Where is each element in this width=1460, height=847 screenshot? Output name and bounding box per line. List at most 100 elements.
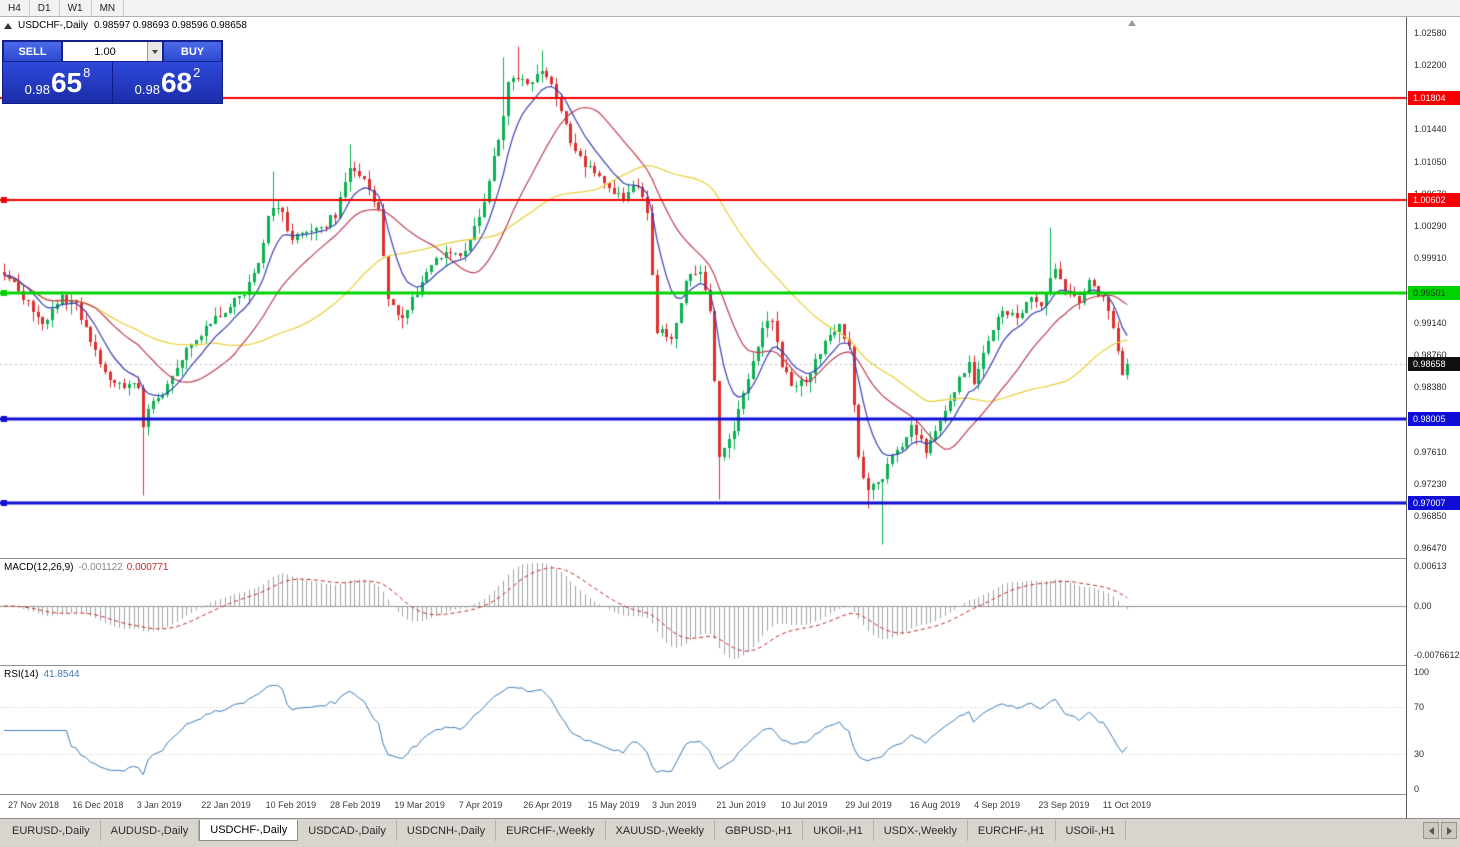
tab-scroll-right-button[interactable] bbox=[1441, 822, 1457, 839]
sell-price-prefix: 0.98 bbox=[24, 82, 50, 97]
price-axis[interactable]: 1.025801.022001.018401.014401.010501.006… bbox=[1406, 17, 1460, 818]
macd-indicator-canvas[interactable] bbox=[0, 559, 1406, 665]
date-axis-label: 7 Apr 2019 bbox=[458, 800, 503, 810]
buy-price-big-digits: 68 bbox=[160, 66, 193, 98]
buy-price-pip-digit: 2 bbox=[193, 65, 201, 80]
chart-tab-usdx-weekly[interactable]: USDX-,Weekly bbox=[873, 820, 968, 841]
date-axis-label: 21 Jun 2019 bbox=[716, 800, 766, 810]
one-click-trading-panel: SELL 1.00 BUY 0.98 65 8 0.98 68 2 bbox=[2, 40, 223, 104]
rsi-axis-label: 100 bbox=[1414, 667, 1430, 677]
chart-tab-usdcnh-daily[interactable]: USDCNH-,Daily bbox=[396, 820, 497, 841]
macd-axis-label: -0.0076612 bbox=[1414, 650, 1460, 660]
arrow-left-icon bbox=[1428, 826, 1434, 835]
price-tick-label: 1.02580 bbox=[1414, 28, 1447, 38]
rsi-name: RSI(14) bbox=[4, 669, 39, 680]
date-axis-label: 3 Jan 2019 bbox=[136, 800, 182, 810]
chart-tabs: EURUSD-,Daily AUDUSD-,Daily USDCHF-,Daily U… bbox=[2, 820, 1127, 841]
macd-header: MACD(12,26,9) -0.001122 0.000771 bbox=[4, 562, 168, 573]
date-axis-label: 27 Nov 2018 bbox=[8, 800, 60, 810]
collapse-arrow-icon[interactable] bbox=[4, 22, 12, 29]
date-axis-label: 28 Feb 2019 bbox=[330, 800, 381, 810]
sell-price-big-digits: 65 bbox=[50, 66, 83, 98]
price-tick-label: 0.99140 bbox=[1414, 317, 1447, 328]
price-tick-label: 1.02200 bbox=[1414, 60, 1447, 71]
date-axis-label: 26 Apr 2019 bbox=[523, 800, 572, 810]
chart-tab-audusd-daily[interactable]: AUDUSD-,Daily bbox=[100, 820, 200, 841]
date-axis-label: 22 Jan 2019 bbox=[201, 800, 251, 810]
timeframe-button-h4[interactable]: H4 bbox=[0, 0, 30, 16]
price-tick-label: 1.01440 bbox=[1414, 124, 1447, 135]
rsi-axis-label: 70 bbox=[1414, 702, 1425, 713]
date-axis[interactable]: 27 Nov 2018 16 Dec 2018 3 Jan 2019 22 Jan 2… bbox=[0, 795, 1406, 818]
date-axis-label: 4 Sep 2019 bbox=[974, 800, 1021, 810]
level-price-label: 1.01804 bbox=[1408, 91, 1460, 106]
chart-tab-eurusd-daily[interactable]: EURUSD-,Daily bbox=[2, 820, 101, 841]
date-axis-label: 15 May 2019 bbox=[587, 800, 640, 810]
chart-symbol-title: USDCHF-,Daily bbox=[18, 20, 88, 31]
volume-input[interactable]: 1.00 bbox=[62, 41, 163, 62]
price-tick-label: 0.99910 bbox=[1414, 253, 1447, 264]
volume-dropdown-button[interactable] bbox=[147, 42, 162, 61]
timeframe-button-mn[interactable]: MN bbox=[91, 0, 125, 16]
sell-price-pip-digit: 8 bbox=[83, 65, 91, 80]
panel-separator[interactable] bbox=[0, 794, 1406, 795]
date-axis-label: 3 Jun 2019 bbox=[652, 800, 697, 810]
volume-value[interactable]: 1.00 bbox=[94, 45, 116, 58]
price-chart-canvas[interactable] bbox=[0, 17, 1406, 558]
timeframe-button-w1[interactable]: W1 bbox=[59, 0, 92, 16]
date-axis-label: 16 Dec 2018 bbox=[72, 800, 124, 810]
price-tick-label: 0.96470 bbox=[1414, 543, 1447, 553]
timeframe-toolbar: H4 D1 W1 MN bbox=[0, 0, 1460, 17]
chart-tab-eurchf-h1[interactable]: EURCHF-,H1 bbox=[967, 820, 1056, 841]
tab-scroll-controls bbox=[1423, 822, 1457, 839]
date-axis-label: 10 Jul 2019 bbox=[780, 800, 828, 810]
chart-tab-ukoil-h1[interactable]: UKOil-,H1 bbox=[803, 820, 874, 841]
tab-scroll-left-button[interactable] bbox=[1423, 822, 1439, 839]
price-tick-label: 0.96850 bbox=[1414, 510, 1447, 521]
date-axis-label: 11 Oct 2019 bbox=[1102, 800, 1152, 810]
buy-price-display[interactable]: 0.98 68 2 bbox=[112, 62, 222, 103]
date-axis-label: 23 Sep 2019 bbox=[1038, 800, 1090, 810]
price-tick-label: 0.98380 bbox=[1414, 382, 1447, 393]
chevron-down-icon bbox=[152, 49, 158, 54]
chart-tab-bar: EURUSD-,Daily AUDUSD-,Daily USDCHF-,Daily U… bbox=[0, 818, 1460, 847]
chart-tab-eurchf-weekly[interactable]: EURCHF-,Weekly bbox=[496, 820, 606, 841]
level-price-label: 0.98005 bbox=[1408, 411, 1460, 426]
rsi-axis-label: 30 bbox=[1414, 748, 1425, 759]
panel-separator[interactable] bbox=[0, 665, 1406, 666]
date-axis-label: 29 Jul 2019 bbox=[845, 800, 892, 810]
price-tick-label: 0.98760 bbox=[1414, 349, 1447, 360]
level-price-label: 0.99501 bbox=[1408, 285, 1460, 300]
macd-signal-value: 0.000771 bbox=[126, 562, 169, 573]
chart-tab-usoil-h1[interactable]: USOil-,H1 bbox=[1055, 820, 1127, 841]
timeframe-button-d1[interactable]: D1 bbox=[29, 0, 60, 16]
rsi-axis-label: 0 bbox=[1414, 784, 1420, 794]
rsi-indicator-canvas[interactable] bbox=[0, 666, 1406, 794]
chart-tab-usdchf-daily[interactable]: USDCHF-,Daily bbox=[199, 820, 299, 841]
date-axis-label: 16 Aug 2019 bbox=[909, 800, 961, 810]
date-axis-label: 10 Feb 2019 bbox=[265, 800, 317, 810]
price-tick-label: 1.01050 bbox=[1414, 156, 1447, 167]
sell-button[interactable]: SELL bbox=[3, 41, 62, 62]
one-click-prices-row: 0.98 65 8 0.98 68 2 bbox=[3, 62, 222, 103]
macd-axis-label: 0.00 bbox=[1414, 601, 1432, 611]
arrow-right-icon bbox=[1446, 826, 1452, 835]
price-tick-label: 1.00290 bbox=[1414, 221, 1447, 232]
sell-price-display[interactable]: 0.98 65 8 bbox=[3, 62, 112, 103]
level-price-label: 0.97007 bbox=[1408, 495, 1460, 510]
chart-shift-marker-icon bbox=[1128, 20, 1136, 26]
panel-separator[interactable] bbox=[0, 558, 1406, 559]
chart-ohlc-values: 0.98597 0.98693 0.98596 0.98658 bbox=[94, 20, 247, 31]
macd-axis-label: 0.00613 bbox=[1414, 561, 1447, 571]
one-click-controls-row: SELL 1.00 BUY bbox=[3, 41, 222, 62]
current-price-label: 0.98658 bbox=[1408, 356, 1460, 371]
buy-button[interactable]: BUY bbox=[163, 41, 222, 62]
chart-tab-usdcad-daily[interactable]: USDCAD-,Daily bbox=[298, 820, 397, 841]
chart-tab-gbpusd-h1[interactable]: GBPUSD-,H1 bbox=[714, 820, 804, 841]
macd-main-value: -0.001122 bbox=[78, 562, 123, 573]
level-price-label: 1.00602 bbox=[1408, 192, 1460, 207]
price-tick-label: 0.97230 bbox=[1414, 478, 1447, 489]
date-axis-label: 19 Mar 2019 bbox=[394, 800, 445, 810]
chart-tab-xauusd-weekly[interactable]: XAUUSD-,Weekly bbox=[605, 820, 715, 841]
